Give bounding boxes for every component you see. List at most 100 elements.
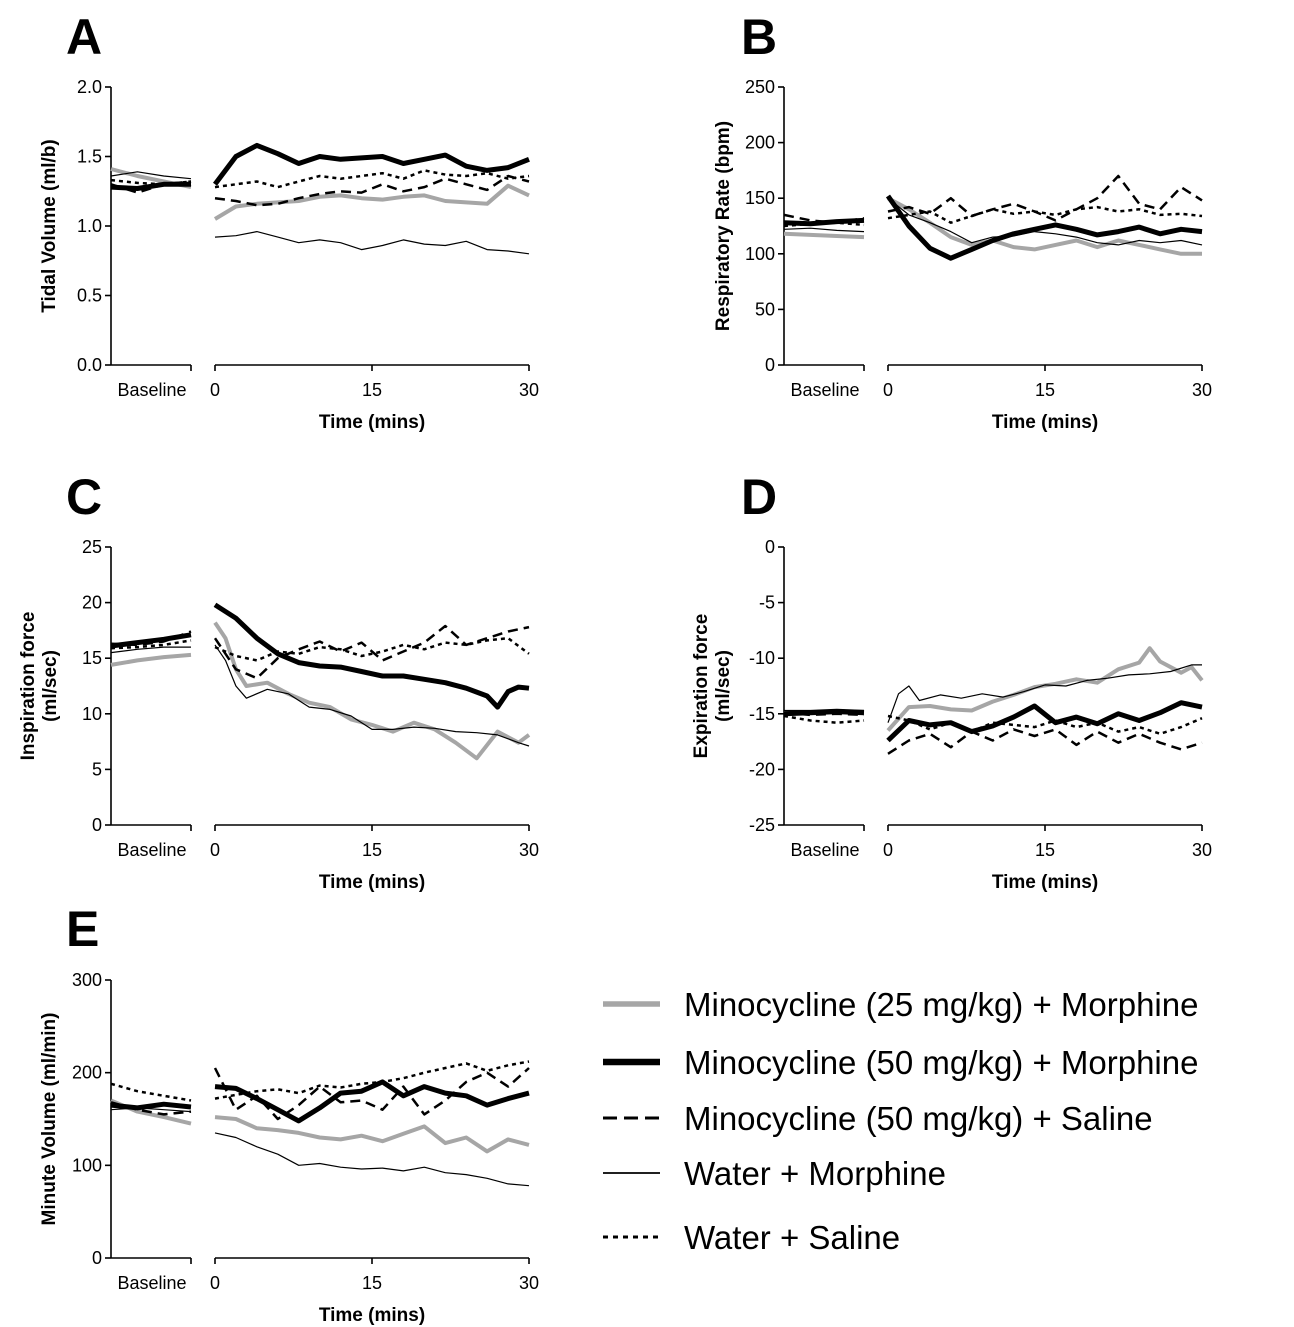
x-tick-label: 30 — [519, 840, 539, 860]
y-tick-label: 20 — [82, 593, 102, 613]
panel-b: B 0 50 100 150 200 250 Baseline 0 15 30 Time (mins)… — [713, 9, 1212, 433]
y-axis-title: Tidal Volume (ml/b) — [39, 139, 60, 312]
y-axis-title: Inspiration force(ml/sec) — [18, 612, 61, 761]
y-tick-label: 1.5 — [77, 147, 102, 167]
panel-letter: B — [741, 9, 777, 65]
panel-letter: C — [66, 469, 102, 525]
y-tick-label: 50 — [755, 299, 775, 319]
baseline-label: Baseline — [117, 840, 186, 860]
x-axis-title: Time (mins) — [319, 412, 425, 433]
series-line-2 — [213, 602, 530, 710]
y-tick-label: 0.5 — [77, 286, 102, 306]
y-tick-label: 2.0 — [77, 77, 102, 97]
series-line-5 — [214, 169, 530, 189]
y-tick-label: -15 — [749, 704, 775, 724]
y-tick-label: -10 — [749, 648, 775, 668]
series-line-3 — [213, 624, 530, 680]
baseline-series-line-2 — [783, 709, 865, 717]
y-tick-label: -25 — [749, 815, 775, 835]
baseline-series-line-3 — [783, 213, 865, 224]
baseline-series-line-3 — [110, 1101, 192, 1116]
series-line-4 — [887, 197, 1203, 246]
baseline-series-line-4 — [110, 1107, 192, 1113]
series-line-2 — [213, 142, 530, 186]
series-line-3 — [887, 728, 1203, 755]
panel-c: C 0 5 10 15 20 25 Baseline 0 15 30 Time (mins) Inspi… — [18, 469, 539, 893]
baseline-series-line-1 — [783, 231, 865, 240]
y-tick-label: 100 — [745, 244, 775, 264]
series-line-4 — [214, 644, 530, 747]
y-tick-label: 1.0 — [77, 216, 102, 236]
series-line-3 — [213, 1067, 530, 1121]
series-line-2 — [886, 700, 1203, 743]
x-tick-label: 15 — [362, 380, 382, 400]
baseline-series-line-4 — [110, 171, 192, 180]
baseline-series-line-4 — [784, 708, 865, 712]
baseline-series-line-5 — [783, 714, 865, 724]
series-line-5 — [214, 1060, 530, 1100]
baseline-label: Baseline — [117, 1273, 186, 1293]
y-tick-label: 0 — [92, 815, 102, 835]
baseline-series-line-3 — [110, 630, 192, 647]
y-tick-label: 0 — [765, 355, 775, 375]
y-tick-label: 200 — [745, 133, 775, 153]
series-line-5 — [887, 205, 1203, 224]
series-line-1 — [887, 196, 1202, 256]
series-line-1 — [214, 1115, 530, 1154]
legend-label: Water + Saline — [684, 1219, 900, 1256]
x-tick-label: 0 — [210, 840, 220, 860]
baseline-series-line-4 — [110, 646, 191, 654]
y-tick-label: 25 — [82, 537, 102, 557]
y-axis-title: Respiratory Rate (bpm) — [713, 121, 734, 331]
y-axis-title: Minute Volume (ml/min) — [39, 1013, 60, 1226]
series-line-1 — [886, 646, 1204, 732]
series-line-5 — [887, 714, 1203, 736]
panel-d: D -25 -20 -15 -10 -5 0 Baseline 0 15 30 Time (mins)… — [691, 469, 1212, 893]
x-tick-label: 30 — [1192, 380, 1212, 400]
baseline-series-line-5 — [783, 221, 865, 228]
series-line-2 — [214, 1079, 530, 1124]
y-tick-label: 10 — [82, 704, 102, 724]
y-tick-label: 0 — [92, 1248, 102, 1268]
baseline-series-line-4 — [783, 227, 865, 233]
series-line-5 — [214, 636, 530, 662]
x-tick-label: 30 — [519, 1273, 539, 1293]
series-line-2 — [885, 194, 1203, 261]
x-tick-label: 15 — [362, 1273, 382, 1293]
panel-letter: E — [66, 901, 99, 957]
legend-label: Minocycline (50 mg/kg) + Saline — [684, 1100, 1153, 1137]
baseline-series-line-5 — [110, 1082, 192, 1102]
panel-letter: A — [66, 9, 102, 65]
legend-label: Minocycline (50 mg/kg) + Morphine — [684, 1044, 1198, 1081]
series-line-4 — [214, 231, 530, 255]
y-tick-label: 300 — [72, 970, 102, 990]
x-axis-title: Time (mins) — [992, 412, 1098, 433]
y-tick-label: 0 — [765, 537, 775, 557]
panel-letter: D — [741, 469, 777, 525]
legend: Minocycline (25 mg/kg) + Morphine Minocyc… — [603, 986, 1198, 1256]
panel-a: A 0.0 0.5 1.0 1.5 2.0 Baseline 0 15 30 Time (mins)… — [39, 9, 539, 433]
y-tick-label: 100 — [72, 1155, 102, 1175]
x-tick-label: 0 — [883, 840, 893, 860]
y-tick-label: 15 — [82, 648, 102, 668]
x-tick-label: 0 — [210, 1273, 220, 1293]
x-axis-title: Time (mins) — [319, 1305, 425, 1326]
baseline-label: Baseline — [790, 840, 859, 860]
series-line-4 — [887, 664, 1202, 723]
series-line-1 — [213, 183, 530, 221]
y-tick-label: 5 — [92, 759, 102, 779]
y-tick-label: 200 — [72, 1063, 102, 1083]
x-tick-label: 30 — [1192, 840, 1212, 860]
baseline-series-line-2 — [110, 1101, 192, 1111]
x-tick-label: 30 — [519, 380, 539, 400]
y-axis-title: Expiration force(ml/sec) — [691, 614, 734, 759]
x-tick-label: 0 — [210, 380, 220, 400]
x-tick-label: 0 — [883, 380, 893, 400]
y-tick-label: -5 — [759, 593, 775, 613]
baseline-series-line-5 — [110, 639, 192, 650]
baseline-series-line-2 — [110, 181, 191, 191]
x-tick-label: 15 — [1035, 380, 1055, 400]
baseline-label: Baseline — [790, 380, 859, 400]
x-tick-label: 15 — [362, 840, 382, 860]
